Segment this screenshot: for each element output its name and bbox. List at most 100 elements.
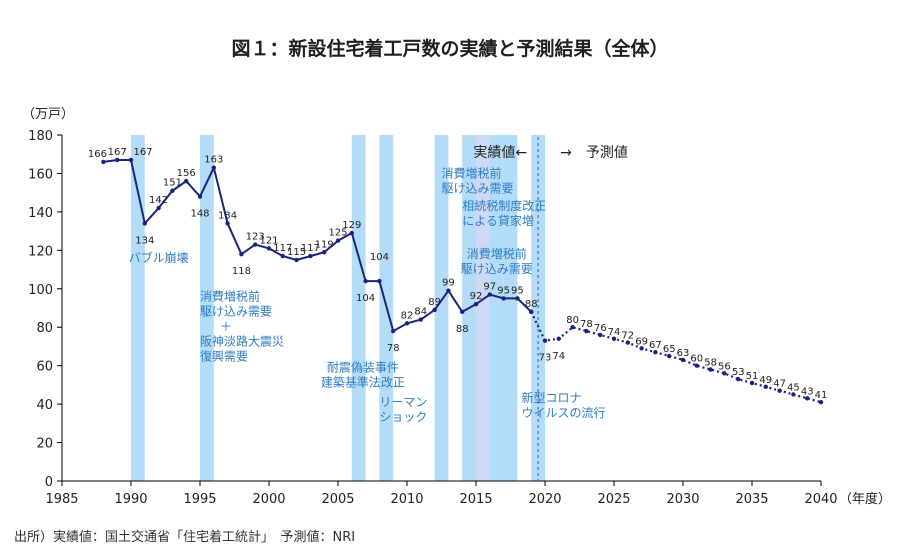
event-annotation: 消費増税前駆け込み需要 [442,165,514,195]
data-label: 129 [342,220,361,231]
data-label: 63 [677,348,690,359]
data-label: 60 [690,354,703,365]
data-point [184,178,189,184]
data-point [515,296,520,301]
x-axis-unit: （年度） [839,491,891,507]
data-label: 167 [108,147,127,158]
divider-label-forecast: → 予測値 [560,145,628,161]
data-point [294,257,299,263]
data-point [335,238,341,243]
data-point [363,278,368,284]
data-point [501,296,506,301]
annotation-line: 消費増税前 [442,165,502,180]
x-tick-label: 2025 [597,492,630,507]
data-point [708,367,713,372]
data-point [473,301,479,307]
data-point [128,157,134,163]
x-tick-label: 2005 [321,492,354,507]
data-point [115,157,120,163]
event-band [489,135,504,481]
data-label: 43 [801,386,814,397]
data-label: 56 [718,361,731,372]
event-annotation: 耐震偽装事件建築基準法改正 [321,360,405,389]
data-point [694,363,699,368]
data-point [308,253,313,259]
y-tick-label: 120 [28,244,53,259]
divider-label-actual: 実績値← [473,145,527,161]
data-point [680,357,686,363]
data-label: 67 [649,340,662,351]
data-label: 117 [273,243,292,254]
data-label: 88 [525,299,538,310]
data-label: 84 [414,307,427,318]
data-point [404,321,410,326]
x-tick-label: 2040 [804,492,837,507]
annotation-line: ＋ [220,319,232,333]
data-point [170,188,175,193]
chart-title: 図１：新設住宅着工戸数の実績と予測結果（全体） [231,38,669,60]
actual-line [103,158,532,333]
data-point [349,230,354,236]
data-label: 118 [232,266,251,277]
x-tick-label: 2035 [735,492,768,507]
data-label: 51 [746,371,759,382]
data-point [736,376,741,382]
annotation-line: 建築基準法改正 [321,374,405,389]
x-tick-label: 2015 [459,492,492,507]
data-label: 134 [135,235,154,246]
data-label: 47 [773,379,786,390]
data-point [446,288,451,293]
data-label: 166 [88,149,107,160]
annotation-line: 消費増税前 [467,246,527,261]
data-point [156,205,161,211]
event-annotation: 新型コロナウイルスの流行 [522,390,606,420]
annotation-line: 消費増税前 [200,288,260,303]
annotation-line: 駆け込み需要 [461,262,533,276]
data-label: 41 [815,390,828,401]
data-label: 72 [621,331,634,342]
source-note: 出所）実績値：国土交通省「住宅着工統計」 予測値：NRI [14,530,356,545]
annotation-line: ショック [379,410,427,424]
data-point [653,350,658,355]
x-tick-label: 1985 [45,492,78,507]
data-label: 69 [635,336,648,347]
data-label: 142 [149,195,168,206]
data-point [777,388,782,393]
data-label: 121 [259,235,278,246]
data-label: 80 [566,315,579,326]
data-label: 49 [759,375,772,386]
data-point [556,336,561,341]
event-annotation: 消費増税前駆け込み需要＋阪神淡路大震災復興需要 [200,288,284,363]
data-point [763,384,768,390]
data-point [611,336,617,341]
data-point [253,242,258,247]
data-label: 92 [470,291,483,302]
y-tick-label: 0 [45,475,53,490]
data-label: 53 [732,367,745,378]
data-point [818,399,824,405]
data-point [625,340,630,345]
data-point [239,251,244,257]
data-point [225,221,230,226]
x-tick-label: 2020 [528,492,561,507]
x-tick-label: 1990 [114,492,147,507]
x-tick-label: 2030 [666,492,699,507]
annotation-line: ウイルスの流行 [522,406,606,420]
data-point [722,371,727,376]
data-point [377,278,382,284]
data-point [805,396,810,401]
data-point [749,380,755,386]
data-point [322,250,327,255]
data-label: 134 [218,210,237,221]
x-tick-label: 1995 [183,492,216,507]
event-band [351,135,366,481]
y-tick-label: 60 [36,360,53,375]
data-point [418,317,423,322]
data-point [570,325,575,330]
data-point [529,309,534,315]
data-point [598,332,603,338]
data-point [667,353,672,359]
data-label: 104 [370,252,389,263]
annotation-line: 耐震偽装事件 [327,360,399,374]
data-label: 119 [315,239,334,250]
